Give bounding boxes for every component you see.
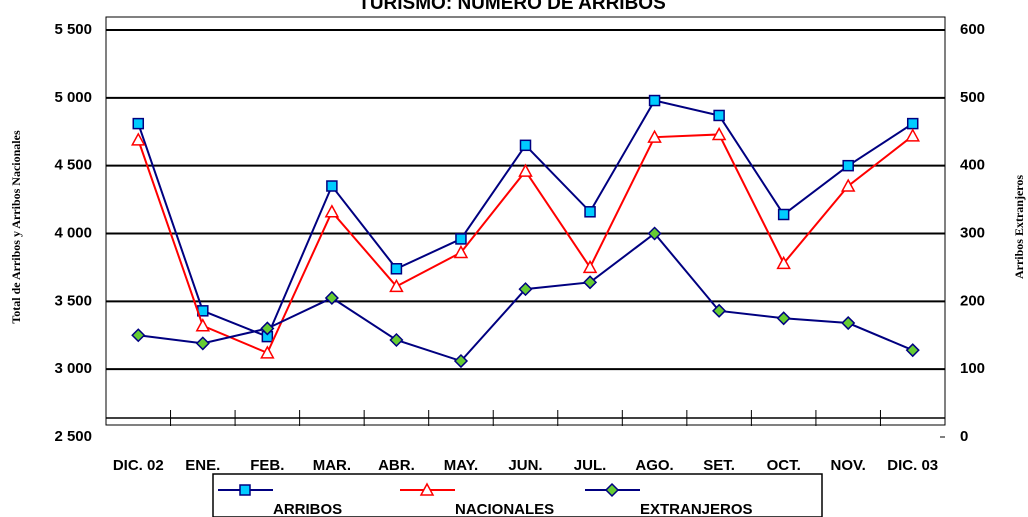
- x-tick-label: JUN.: [508, 457, 542, 474]
- point-marker: [326, 180, 338, 192]
- point-marker: [324, 204, 340, 218]
- point-marker: [905, 343, 920, 358]
- x-tick-label: SET.: [703, 457, 735, 474]
- y-tick-label: 3 500: [54, 292, 92, 309]
- legend-label: NACIONALES: [455, 501, 554, 517]
- point-marker: [518, 163, 533, 177]
- y-tick-label: 2 500: [54, 428, 92, 445]
- point-marker: [647, 129, 662, 143]
- point-marker: [131, 132, 146, 146]
- point-marker: [519, 139, 532, 152]
- point-marker: [453, 244, 469, 259]
- legend-label: ARRIBOS: [273, 501, 342, 517]
- y-tick-label: 5 000: [54, 89, 92, 106]
- y2-tick-label: 400: [960, 157, 985, 174]
- point-marker: [712, 303, 727, 318]
- y2-tick-label: 600: [960, 21, 985, 38]
- y2-axis-title: Arribos Extranjeros: [1012, 175, 1026, 279]
- point-marker: [324, 290, 339, 306]
- y-tick-label: 5 500: [54, 21, 92, 38]
- point-marker: [582, 275, 598, 290]
- legend-marker: [419, 482, 435, 496]
- x-tick-label: DIC. 03: [887, 457, 938, 474]
- y-tick-label: 4 500: [54, 157, 92, 174]
- point-marker: [711, 126, 727, 141]
- point-marker: [455, 233, 467, 245]
- point-marker: [132, 117, 145, 130]
- legend-label: EXTRANJEROS: [640, 501, 753, 517]
- legend-marker: [604, 482, 620, 498]
- y2-tick-label: 300: [960, 224, 985, 241]
- x-tick-label: MAY.: [444, 457, 478, 474]
- plot-area: [105, 16, 946, 426]
- point-marker: [647, 226, 662, 241]
- point-marker: [777, 208, 790, 221]
- point-marker: [260, 345, 275, 359]
- point-marker: [842, 159, 854, 172]
- legend-marker: [239, 484, 251, 496]
- point-marker: [906, 117, 919, 130]
- point-marker: [582, 259, 598, 274]
- y2-tick-label: 200: [960, 292, 985, 309]
- point-marker: [518, 282, 533, 297]
- legend-box: [212, 473, 823, 517]
- point-marker: [584, 206, 596, 218]
- y2-tick-label: 0: [960, 428, 968, 445]
- x-tick-label: ENE.: [185, 457, 220, 474]
- point-marker: [841, 315, 856, 331]
- x-tick-label: DIC. 02: [113, 457, 164, 474]
- point-marker: [648, 94, 661, 107]
- chart-title: TURISMO: NÚMERO DE ARRIBOS: [358, 0, 666, 14]
- y-axis-title: Total de Arribos y Arribos Nacionales: [9, 130, 23, 324]
- point-marker: [389, 332, 404, 348]
- x-tick-label: OCT.: [767, 457, 801, 474]
- point-marker: [905, 128, 920, 142]
- y-tick-label: 3 000: [54, 360, 92, 377]
- y2-tick-label: 100: [960, 360, 985, 377]
- point-marker: [453, 353, 469, 369]
- y2-tick-label: 500: [960, 89, 985, 106]
- point-marker: [389, 278, 404, 293]
- point-marker: [390, 263, 403, 275]
- y-tick-label: 4 000: [54, 224, 92, 241]
- point-marker: [776, 311, 791, 326]
- x-tick-label: FEB.: [250, 457, 284, 474]
- point-marker: [840, 178, 856, 192]
- point-marker: [195, 318, 211, 332]
- x-tick-label: AGO.: [635, 457, 673, 474]
- point-marker: [776, 255, 791, 270]
- x-tick-label: NOV.: [831, 457, 866, 474]
- x-tick-label: JUL.: [574, 457, 607, 474]
- x-tick-label: MAR.: [313, 457, 351, 474]
- point-marker: [131, 328, 146, 343]
- point-marker: [260, 321, 275, 336]
- series-line: [138, 232, 914, 363]
- x-tick-label: ABR.: [378, 457, 415, 474]
- point-marker: [195, 336, 210, 351]
- point-marker: [713, 109, 725, 122]
